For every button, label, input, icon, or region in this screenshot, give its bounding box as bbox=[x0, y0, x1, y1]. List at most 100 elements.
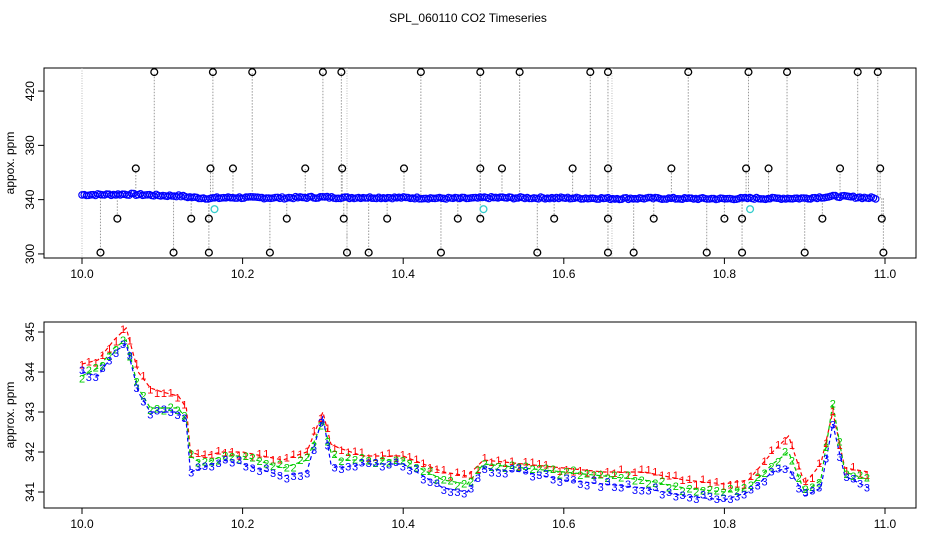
series-marker-2: 2 bbox=[175, 405, 181, 417]
series-marker-1: 1 bbox=[529, 457, 535, 469]
outlier-point bbox=[744, 68, 753, 77]
outlier-point bbox=[204, 248, 213, 257]
series-marker-3: 3 bbox=[557, 477, 563, 489]
series-marker-2: 2 bbox=[502, 463, 508, 475]
series-marker-3: 3 bbox=[127, 351, 133, 363]
series-marker-2: 2 bbox=[215, 456, 221, 468]
x-tick-label: 10.6 bbox=[552, 517, 576, 531]
series-marker-1: 1 bbox=[768, 445, 774, 457]
outlier-point bbox=[684, 68, 693, 77]
series-marker-3: 3 bbox=[727, 494, 733, 506]
series-marker-3: 3 bbox=[639, 486, 645, 498]
series-marker-1: 1 bbox=[352, 446, 358, 458]
series-marker-1: 1 bbox=[734, 479, 740, 491]
outlier-point bbox=[113, 214, 122, 223]
series-marker-3: 3 bbox=[837, 452, 843, 464]
series-marker-1: 1 bbox=[809, 473, 815, 485]
series-marker-2: 2 bbox=[270, 461, 276, 473]
outlier-point bbox=[476, 164, 485, 173]
series-marker-2: 2 bbox=[372, 458, 378, 470]
outlier-point bbox=[301, 164, 310, 173]
outlier-point bbox=[877, 214, 886, 223]
outlier-point bbox=[416, 68, 425, 77]
series-marker-2: 2 bbox=[318, 420, 324, 432]
series-marker-1: 1 bbox=[106, 344, 112, 356]
series-marker-1: 1 bbox=[195, 448, 201, 460]
series-marker-3: 3 bbox=[516, 463, 522, 475]
series-marker-1: 1 bbox=[359, 447, 365, 459]
series-marker-3: 3 bbox=[86, 372, 92, 384]
marks-top bbox=[78, 68, 888, 258]
outlier-point bbox=[876, 164, 885, 173]
series-marker-1: 1 bbox=[448, 471, 454, 483]
series-marker-2: 2 bbox=[823, 442, 829, 454]
series-marker-3: 3 bbox=[291, 471, 297, 483]
series-marker-2: 2 bbox=[154, 404, 160, 416]
x-tick-label: 10.0 bbox=[70, 517, 94, 531]
series-marker-1: 1 bbox=[741, 479, 747, 491]
series-marker-3: 3 bbox=[755, 480, 761, 492]
series-marker-3: 3 bbox=[168, 407, 174, 419]
series-marker-3: 3 bbox=[775, 464, 781, 476]
series-marker-1: 1 bbox=[837, 440, 843, 452]
series-marker-1: 1 bbox=[577, 466, 583, 478]
series-line-2 bbox=[81, 339, 870, 493]
chart-title: SPL_060110 CO2 Timeseries bbox=[389, 11, 547, 25]
outlier-point bbox=[603, 68, 613, 77]
series-marker-1: 1 bbox=[475, 464, 481, 476]
series-marker-2: 2 bbox=[427, 466, 433, 478]
series-marker-3: 3 bbox=[509, 464, 515, 476]
series-marker-1: 1 bbox=[454, 467, 460, 479]
y-axis-label-top: appox. ppm bbox=[3, 132, 17, 195]
series-marker-2: 2 bbox=[625, 470, 631, 482]
series-marker-3: 3 bbox=[338, 464, 344, 476]
cyan-point bbox=[746, 205, 755, 214]
series-marker-1: 1 bbox=[140, 371, 146, 383]
series-marker-1: 1 bbox=[284, 453, 290, 465]
y-tick-label: 420 bbox=[23, 81, 37, 101]
outlier-point bbox=[835, 164, 845, 173]
outlier-point bbox=[337, 68, 346, 77]
series-marker-1: 1 bbox=[796, 461, 802, 473]
y-tick-label: 340 bbox=[23, 189, 37, 209]
series-marker-3: 3 bbox=[577, 479, 583, 491]
series-marker-2: 2 bbox=[680, 486, 686, 498]
outlier-point bbox=[742, 164, 751, 173]
y-tick-label: 341 bbox=[23, 482, 37, 502]
series-marker-3: 3 bbox=[195, 462, 201, 474]
series-marker-2: 2 bbox=[864, 473, 870, 485]
series-marker-1: 1 bbox=[366, 453, 372, 465]
series-marker-3: 3 bbox=[693, 494, 699, 506]
series-marker-1: 1 bbox=[311, 426, 317, 438]
series-marker-3: 3 bbox=[400, 462, 406, 474]
series-marker-3: 3 bbox=[379, 461, 385, 473]
series-marker-3: 3 bbox=[420, 474, 426, 486]
outlier-point bbox=[338, 164, 347, 173]
series-marker-2: 2 bbox=[140, 390, 146, 402]
y-tick-label: 300 bbox=[23, 244, 37, 264]
series-marker-2: 2 bbox=[618, 472, 624, 484]
series-marker-1: 1 bbox=[86, 356, 92, 368]
series-marker-3: 3 bbox=[366, 458, 372, 470]
outlier-point bbox=[533, 248, 542, 257]
series-marker-1: 1 bbox=[516, 461, 522, 473]
series-marker-2: 2 bbox=[311, 441, 317, 453]
series-marker-3: 3 bbox=[536, 470, 542, 482]
outlier-point bbox=[476, 214, 485, 223]
series-marker-1: 1 bbox=[256, 448, 262, 460]
series-marker-1: 1 bbox=[202, 449, 208, 461]
series-marker-2: 2 bbox=[584, 469, 590, 481]
outlier-point bbox=[738, 214, 747, 223]
series-marker-3: 3 bbox=[748, 485, 754, 497]
series-marker-3: 3 bbox=[523, 466, 529, 478]
series-marker-2: 2 bbox=[782, 447, 788, 459]
series-marker-2: 2 bbox=[516, 462, 522, 474]
series-marker-1: 1 bbox=[154, 388, 160, 400]
series-marker-2: 2 bbox=[529, 464, 535, 476]
series-marker-1: 1 bbox=[714, 477, 720, 489]
series-marker-2: 2 bbox=[195, 458, 201, 470]
series-marker-2: 2 bbox=[236, 455, 242, 467]
series-marker-1: 1 bbox=[147, 385, 153, 397]
series-marker-2: 2 bbox=[400, 456, 406, 468]
